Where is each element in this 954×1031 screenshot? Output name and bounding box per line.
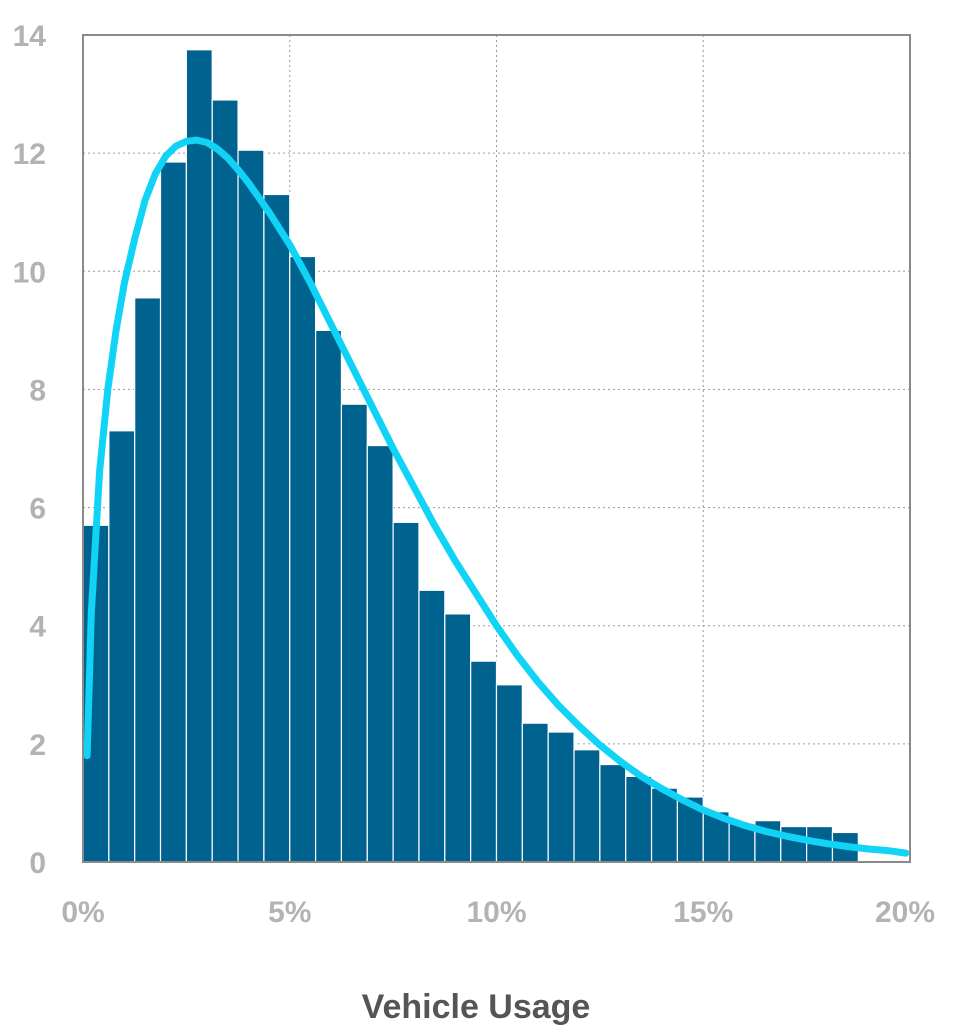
histogram-bar [521,722,549,863]
y-tick-labels: 0 2 4 6 8 10 12 14 [13,20,47,880]
x-axis-title: Vehicle Usage [362,988,591,1026]
x-tick-label: 5% [268,896,311,929]
y-tick-label: 0 [29,847,46,880]
y-tick-label: 8 [29,374,46,407]
x-tick-label: 20% [875,896,935,929]
y-tick-label: 4 [29,611,46,644]
y-tick-label: 12 [13,138,46,171]
histogram-bar [185,49,213,863]
histogram-bar [108,430,136,863]
histogram-bar [444,613,472,863]
histogram-bar [263,193,291,863]
histogram-bar [780,825,808,863]
histogram-bar [599,763,627,863]
histogram-bar [134,297,162,863]
histogram-bars [82,49,859,863]
histogram-bar [418,589,446,863]
y-tick-label: 10 [13,256,46,289]
histogram-bar [573,749,601,863]
x-tick-labels: 0% 5% 10% 15% 20% [61,896,935,929]
plot-frame [82,34,911,863]
y-tick-label: 2 [29,729,46,762]
histogram-bar [392,521,420,863]
histogram-bar [650,787,679,863]
y-tick-label: 14 [13,20,47,53]
fit-curve-line [83,136,910,857]
x-tick-label: 10% [466,896,526,929]
y-tick-label: 6 [29,493,46,526]
x-tick-label: 0% [61,896,104,929]
histogram-bar [625,775,653,863]
histogram-bar [289,255,317,863]
histogram-bar [314,329,343,863]
histogram-bar [340,403,368,863]
histogram-bar [159,161,187,863]
x-tick-label: 15% [673,896,733,929]
histogram-bar [237,149,265,863]
histogram-bar [495,684,523,863]
histogram-bar [470,660,498,863]
histogram-bar [547,731,575,863]
histogram-bar [366,444,394,863]
histogram-bar [211,99,239,863]
